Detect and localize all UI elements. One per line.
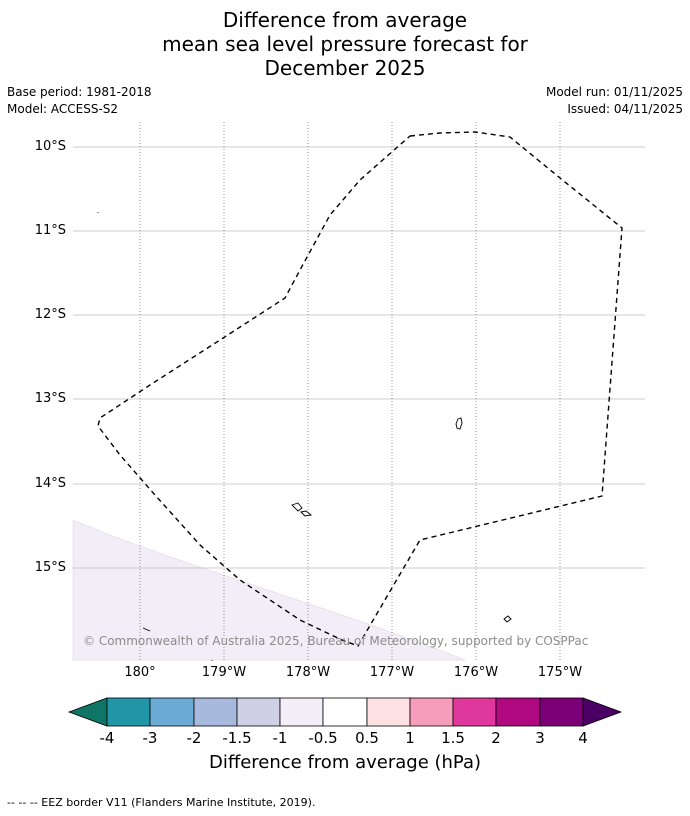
cb-tick-neg1-5: -1.5 [222,729,252,747]
lon-label-175w: 175°W [537,665,583,680]
cb-tick-2: 2 [491,729,501,747]
cb-tick-1-5: 1.5 [441,729,465,747]
colorbar-title: Difference from average (hPa) [208,752,482,773]
model-run: Model run: 01/11/2025 [545,85,683,99]
cb-tick-0-5: 0.5 [355,729,379,747]
island-southwest [142,627,151,632]
cb-tick-neg1: -1 [272,729,288,747]
lon-label-179w: 179°W [201,665,247,680]
colorbar-bin-2 [149,697,195,727]
cb-tick-neg3: -3 [142,729,158,747]
colorbar-bin-5 [279,697,324,727]
title-line-1: Difference from average [222,8,468,32]
lat-label-10s: 10°S [34,139,66,154]
lon-label-177w: 177°W [369,665,415,680]
colorbar-bin-3 [193,697,238,727]
anomaly-shaded-region [72,519,466,661]
island-west-a [291,502,303,512]
cb-tick-neg2: -2 [186,729,202,747]
cb-tick-1: 1 [405,729,415,747]
lon-label-180: 180° [124,665,156,680]
lat-label-12s: 12°S [34,307,66,322]
island-south [503,615,512,623]
colorbar-bin-1 [106,697,151,727]
colorbar-bin-4 [236,697,281,727]
eez-border [97,131,623,647]
cb-tick-neg0-5: -0.5 [308,729,338,747]
islands [97,212,512,661]
lat-label-14s: 14°S [34,476,66,491]
cb-tick-4: 4 [578,729,588,747]
cb-tick-neg4: -4 [99,729,115,747]
chart-title: Difference from average mean sea level p… [0,8,690,80]
copyright-notice: © Commonwealth of Australia 2025, Bureau… [83,634,589,648]
cb-tick-3: 3 [535,729,545,747]
colorbar-bin-9 [452,697,497,727]
colorbar-bin-7 [366,697,411,727]
colorbar-arrow-right [582,697,623,727]
title-line-2: mean sea level pressure forecast for [162,32,528,56]
colorbar-arrow-left [67,697,108,727]
meta-left: Base period: 1981-2018 Model: ACCESS-S2 [7,84,152,118]
colorbar [67,697,623,727]
lat-gridlines [73,146,645,569]
title-line-3: December 2025 [264,56,426,80]
model-name: Model: ACCESS-S2 [7,102,119,116]
lat-label-11s: 11°S [34,223,66,238]
meta-right: Model run: 01/11/2025 Issued: 04/11/2025 [546,84,683,118]
issued-date: Issued: 04/11/2025 [567,102,683,116]
colorbar-bin-11 [539,697,584,727]
colorbar-bin-6 [322,697,368,727]
base-period: Base period: 1981-2018 [7,85,152,99]
eez-legend-note: -- -- -- EEZ border V11 (Flanders Marine… [7,796,316,809]
lat-label-13s: 13°S [34,391,66,406]
lat-label-15s: 15°S [34,560,66,575]
lon-label-178w: 178°W [285,665,331,680]
colorbar-bin-10 [495,697,541,727]
lon-label-176w: 176°W [453,665,499,680]
island-east [455,417,463,430]
island-west-b [300,510,313,517]
colorbar-bin-8 [409,697,454,727]
